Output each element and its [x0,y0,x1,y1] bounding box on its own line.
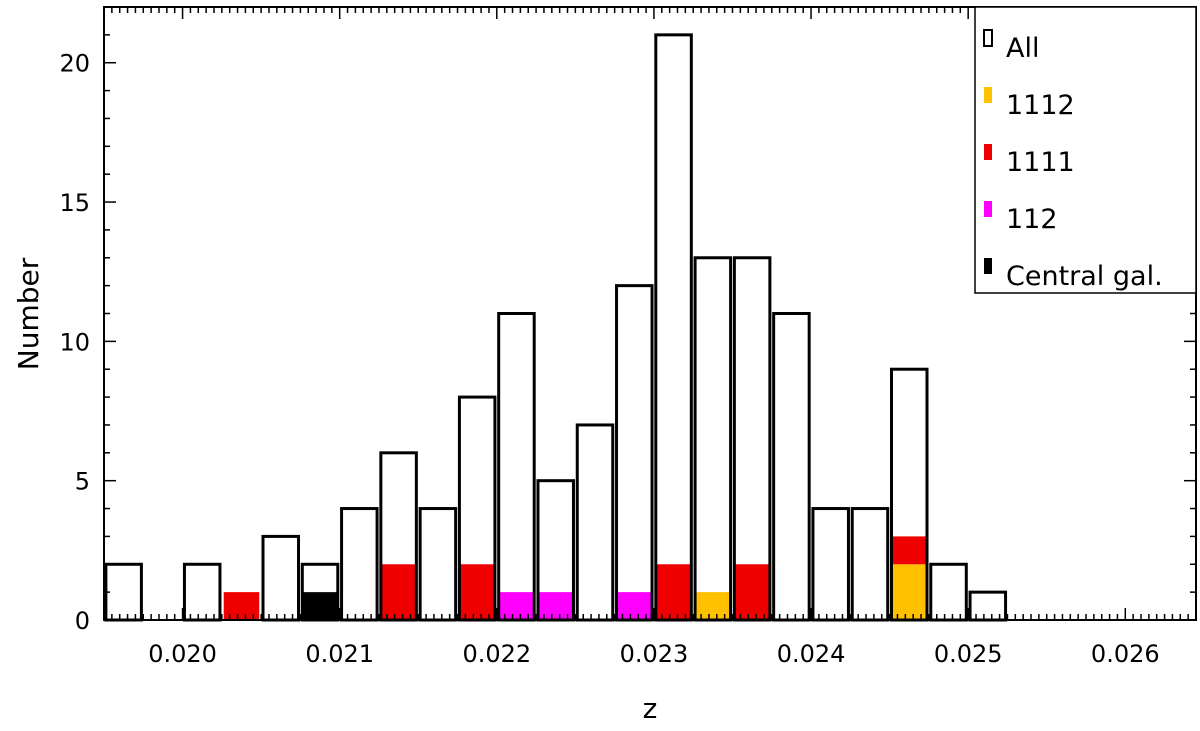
legend-label-1111: 1111 [1006,147,1075,178]
x-tick-label: 0.024 [777,640,846,668]
plot-frame [103,6,1197,621]
bar-all-0 [104,562,143,622]
legend-swatch-central-gal [984,258,992,274]
bar-all-10 [497,312,536,622]
bar-all-6 [340,507,379,622]
legend-swatch-112 [984,201,992,217]
x-tick-label: 0.023 [620,640,689,668]
bar-1111-16 [734,564,770,620]
legend-label-central-gal: Central gal. [1006,261,1163,292]
bar-all-17 [772,312,811,622]
bar-all-21 [929,562,968,622]
y-tick-label: 0 [75,607,90,635]
y-tick-label: 10 [59,328,90,356]
x-tick-label: 0.021 [305,640,374,668]
x-tick-label: 0.025 [934,640,1003,668]
bar-all-12 [575,423,615,622]
legend-label-112: 112 [1006,204,1058,235]
y-tick-label: 20 [59,50,90,78]
legend-label-all: All [1006,33,1039,64]
bar-all-15 [693,256,733,622]
y-axis-title: Number [12,257,45,370]
bar-1111-7 [380,564,417,620]
x-tick-label: 0.020 [148,640,217,668]
legend-box [974,6,1197,294]
x-tick-labels: 0.020 0.021 0.022 0.023 0.024 0.025 0.026 [148,640,1159,668]
legend: All 1112 1111 112 Central gal. [974,6,1197,294]
x-tick-label: 0.022 [462,640,531,668]
bar-all-18 [811,507,850,622]
x-tick-label: 0.026 [1091,640,1160,668]
bar-1111-20 [891,536,928,565]
bar-all-13 [615,284,654,622]
bar-1111-14 [655,564,692,620]
legend-swatch-1112 [984,87,992,103]
bar-all-2 [182,562,222,622]
legend-label-1112: 1112 [1006,90,1075,121]
y-tick-label: 15 [59,189,90,217]
bar-all-8 [418,507,458,622]
y-tick-labels: 0 5 10 15 20 [59,50,90,635]
legend-swatch-1111 [984,144,992,160]
x-axis-title: z [643,692,658,725]
legend-swatch-all [983,29,993,47]
bar-1112-20 [891,564,928,620]
bar-all-4 [261,534,301,622]
bar-all-14 [654,33,693,622]
bars-layer [104,33,1008,622]
bar-all-19 [850,507,890,622]
bar-1111-9 [459,564,495,620]
y-tick-label: 5 [75,468,90,496]
